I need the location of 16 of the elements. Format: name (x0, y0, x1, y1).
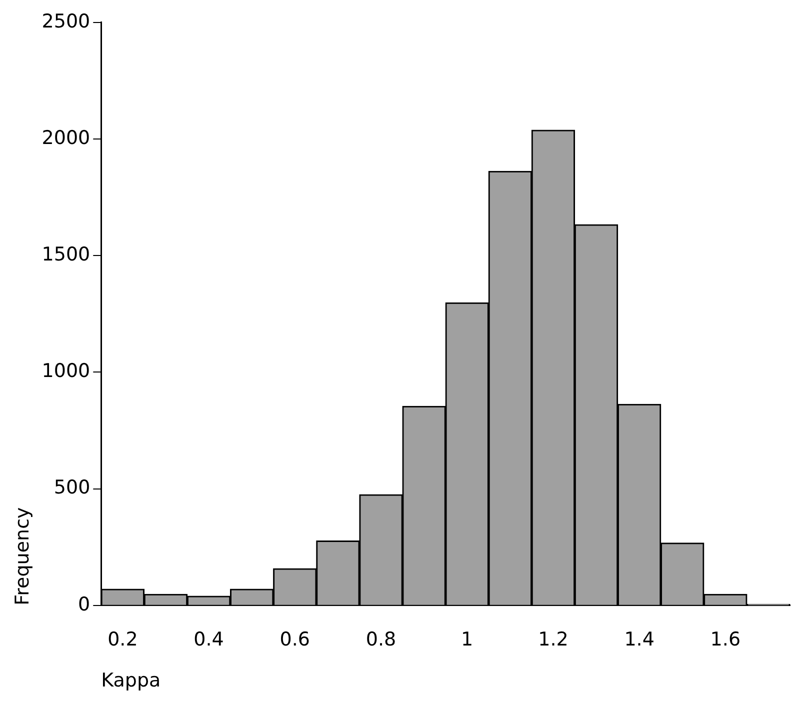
y-tick-label: 500 (54, 476, 90, 499)
x-tick-label: 0.8 (366, 628, 396, 651)
y-tick-label: 1500 (42, 244, 90, 266)
x-tick-label: 1.6 (710, 628, 741, 651)
x-tick-label: 1.4 (624, 628, 654, 651)
x-axis-title: Kappa (101, 670, 161, 692)
y-axis-title: Frequency (11, 507, 34, 606)
y-tick-label: 0 (78, 593, 90, 616)
y-tick-label: 2000 (42, 126, 90, 149)
y-tick-label: 1000 (42, 360, 90, 382)
x-tick-label: 0.6 (280, 628, 310, 651)
y-tick-label: 2500 (42, 10, 90, 32)
x-tick-label: 1.2 (538, 628, 568, 651)
x-tick-label: 0.2 (108, 628, 138, 651)
x-tick-label: 0.4 (194, 628, 224, 651)
x-tick-label: 1 (461, 628, 474, 651)
